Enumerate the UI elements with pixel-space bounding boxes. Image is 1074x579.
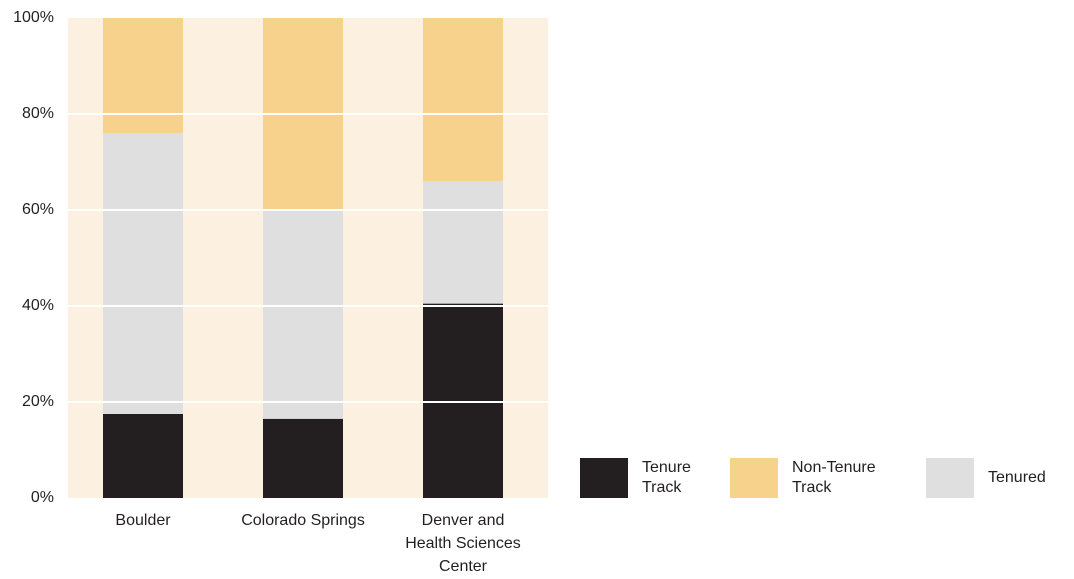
y-axis-ticks: 0% 20% 40% 60% 80% 100% bbox=[13, 9, 54, 506]
gridlines bbox=[68, 113, 550, 403]
x-axis-labels: Boulder Colorado Springs Denver and Health … bbox=[115, 512, 520, 575]
x-tick-label: Denver and bbox=[422, 512, 505, 529]
legend-item-tenured: Tenured bbox=[926, 457, 1046, 499]
y-tick-label: 20% bbox=[22, 393, 54, 410]
y-tick-label: 0% bbox=[31, 489, 54, 506]
legend-label-tenure-track: Tenure Track bbox=[642, 459, 691, 496]
legend-swatch-non-tenure-track bbox=[730, 458, 778, 498]
legend-swatch-tenured bbox=[926, 458, 974, 498]
x-tick-label: Health Sciences bbox=[405, 535, 521, 552]
bar-colorado-springs-tenured bbox=[263, 210, 343, 419]
bar-boulder-tenured bbox=[103, 133, 183, 414]
bar-colorado-springs-tenure-track bbox=[263, 418, 343, 498]
x-tick-label: Boulder bbox=[115, 512, 171, 529]
y-tick-label: 100% bbox=[13, 9, 54, 26]
legend-item-non-tenure-track: Non-Tenure Track bbox=[730, 457, 876, 499]
legend-swatch-tenure-track bbox=[580, 458, 628, 498]
bar-denver-and-health-sciences-center-tenure-track bbox=[423, 303, 503, 498]
bar-denver-and-health-sciences-center-tenured bbox=[423, 181, 503, 304]
y-tick-label: 60% bbox=[22, 201, 54, 218]
bar-denver-and-health-sciences-center-non-tenure-track bbox=[423, 18, 503, 182]
bar-boulder-tenure-track bbox=[103, 414, 183, 498]
legend: Tenure Track Non-Tenure Track Tenured bbox=[580, 457, 1074, 507]
legend-label-non-tenure-track: Non-Tenure Track bbox=[792, 459, 876, 496]
bar-boulder-non-tenure-track bbox=[103, 18, 183, 134]
y-tick-label: 40% bbox=[22, 297, 54, 314]
bars-group bbox=[103, 18, 503, 498]
x-tick-label: Center bbox=[439, 558, 488, 575]
legend-item-tenure-track: Tenure Track bbox=[580, 457, 691, 499]
legend-label-tenured: Tenured bbox=[988, 469, 1046, 486]
y-tick-label: 80% bbox=[22, 105, 54, 122]
x-tick-label: Colorado Springs bbox=[241, 512, 365, 529]
